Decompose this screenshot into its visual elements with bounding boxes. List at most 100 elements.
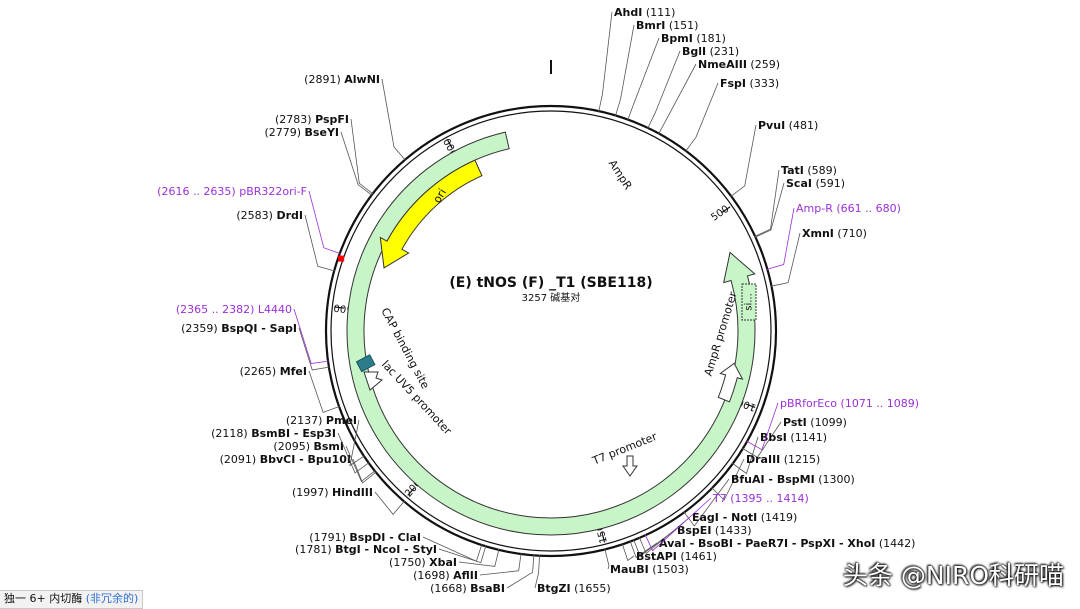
- enzyme-leader-line: [647, 50, 681, 130]
- primer-leader-line: [308, 190, 341, 255]
- feature-t7-promoter-arrow[interactable]: [622, 455, 638, 477]
- enzyme-site-mfei[interactable]: (2265) MfeI: [240, 365, 307, 378]
- enzyme-site-bgli[interactable]: BglI (231): [682, 45, 739, 58]
- enzyme-site-hindiii[interactable]: (1997) HindIII: [292, 486, 373, 499]
- enzyme-site-drdi[interactable]: (2583) DrdI: [236, 209, 303, 222]
- feature-cap-binding-site-box[interactable]: [355, 354, 376, 373]
- enzyme-name: BbvCI - Bpu10I: [260, 453, 351, 466]
- enzyme-site-alwni[interactable]: (2891) AlwNI: [304, 73, 380, 86]
- enzyme-leader-line: [683, 478, 730, 527]
- enzyme-site-aflii[interactable]: (1698) AflII: [413, 569, 478, 582]
- enzyme-position: (1442): [879, 537, 916, 550]
- enzyme-site-bpmi[interactable]: BpmI (181): [661, 32, 726, 45]
- enzyme-name: BspEI: [677, 524, 711, 537]
- primer-site-amp-r[interactable]: Amp-R (661 .. 680): [796, 202, 901, 215]
- enzyme-position: (1750): [389, 556, 426, 569]
- enzyme-site-maubi[interactable]: MauBI (1503): [610, 563, 689, 576]
- enzyme-site-scai[interactable]: ScaI (591): [786, 177, 845, 190]
- plasmid-title: (E) tNOS (F) _T1 (SBE118): [449, 275, 652, 291]
- enzyme-name: BtgZI: [537, 582, 571, 595]
- primer-site-pbrforeco[interactable]: pBRforEco (1071 .. 1089): [780, 397, 919, 410]
- enzyme-leader-line: [604, 548, 610, 570]
- feature-ampr-promoter-arrow[interactable]: [717, 362, 744, 403]
- feature-lac-uv5-promoter-arrow[interactable]: [363, 371, 384, 391]
- feature-si-box[interactable]: [741, 283, 757, 321]
- enzyme-position: (2095): [273, 440, 310, 453]
- enzyme-site-pspfi[interactable]: (2783) PspFI: [275, 113, 349, 126]
- plasmid-backbone-inner: [330, 110, 772, 552]
- enzyme-position: (1215): [784, 453, 821, 466]
- enzyme-position: (151): [669, 19, 699, 32]
- enzyme-site-bfuai-bspmi[interactable]: BfuAI - BspMI (1300): [731, 473, 855, 486]
- enzyme-position: (231): [710, 45, 740, 58]
- primer-site-t7[interactable]: T7 (1395 .. 1414): [712, 492, 809, 505]
- enzyme-leader-line: [352, 458, 377, 484]
- enzyme-site-psti[interactable]: PstI (1099): [783, 416, 847, 429]
- enzyme-site-avai-bsobi-paer7i-pspxi-xhoi[interactable]: AvaI - BsoBI - PaeR7I - PspXI - XhoI (14…: [659, 537, 915, 550]
- site-label-layer: AhdI (111)BmrI (151)BpmI (181)BglI (231)…: [157, 6, 919, 595]
- enzyme-site-xbai[interactable]: (1750) XbaI: [389, 556, 457, 569]
- enzyme-name: BsmBI - Esp3I: [251, 427, 336, 440]
- plasmid-backbone: [324, 104, 778, 558]
- enzyme-site-bstapi[interactable]: BstAPI (1461): [636, 550, 717, 563]
- enzyme-leader-line: [684, 82, 719, 152]
- enzyme-site-ahdi[interactable]: AhdI (111): [614, 6, 675, 19]
- enzyme-site-draiii[interactable]: DraIII (1215): [746, 453, 820, 466]
- enzyme-site-fspi[interactable]: FspI (333): [720, 77, 779, 90]
- enzyme-site-pmei[interactable]: (2137) PmeI: [286, 414, 357, 427]
- enzyme-leader-line: [340, 131, 373, 197]
- enzyme-position: (591): [815, 177, 845, 190]
- enzyme-position: (111): [646, 6, 676, 19]
- enzyme-site-btgi-ncoi-styi[interactable]: (1781) BtgI - NcoI - StyI: [295, 543, 437, 556]
- enzyme-position: (259): [750, 58, 780, 71]
- enzyme-leader-line: [349, 419, 366, 467]
- enzyme-position: (333): [750, 77, 780, 90]
- enzyme-position: (2359): [181, 322, 218, 335]
- enzyme-name: BmrI: [636, 19, 665, 32]
- status-bar[interactable]: 独一 6+ 内切酶 (非冗余的): [0, 590, 144, 609]
- enzyme-name: BtgI - NcoI - StyI: [335, 543, 437, 556]
- primer-range: (2616 .. 2635): [157, 185, 236, 198]
- enzyme-site-bsmi[interactable]: (2095) BsmI: [273, 440, 344, 453]
- enzyme-site-bspqi-sapi[interactable]: (2359) BspQI - SapI: [181, 322, 297, 335]
- feature-ori-arrow[interactable]: [379, 159, 483, 269]
- enzyme-site-nmeaiii[interactable]: NmeAIII (259): [698, 58, 780, 71]
- enzyme-site-tati[interactable]: TatI (589): [781, 164, 837, 177]
- primer-site-pbr322ori-f[interactable]: (2616 .. 2635) pBR322ori-F: [157, 185, 307, 198]
- enzyme-site-bbsi[interactable]: BbsI (1141): [760, 431, 827, 444]
- selection-marker: [338, 255, 345, 262]
- enzyme-site-bsmbi-esp3i[interactable]: (2118) BsmBI - Esp3I: [211, 427, 336, 440]
- enzyme-name: BspDI - ClaI: [349, 531, 421, 544]
- status-nonredundant-link[interactable]: (非冗余的): [85, 592, 139, 605]
- enzyme-position: (710): [837, 227, 867, 240]
- enzyme-site-bspei[interactable]: BspEI (1433): [677, 524, 752, 537]
- enzyme-site-xmni[interactable]: XmnI (710): [802, 227, 867, 240]
- enzyme-site-eagi-noti[interactable]: EagI - NotI (1419): [692, 511, 797, 524]
- enzyme-name: PspFI: [315, 113, 349, 126]
- primer-site-l4440[interactable]: (2365 .. 2382) L4440: [176, 303, 292, 316]
- enzyme-name: NmeAIII: [698, 58, 747, 71]
- enzyme-name: ScaI: [786, 177, 812, 190]
- enzyme-site-pvui[interactable]: PvuI (481): [758, 119, 818, 132]
- enzyme-name: PmeI: [326, 414, 357, 427]
- enzyme-site-bbvci-bpu10i[interactable]: (2091) BbvCI - Bpu10I: [220, 453, 351, 466]
- enzyme-site-bmri[interactable]: BmrI (151): [636, 19, 698, 32]
- enzyme-name: FspI: [720, 77, 746, 90]
- primer-range: (1071 .. 1089): [841, 397, 920, 410]
- enzyme-name: BbsI: [760, 431, 787, 444]
- enzyme-position: (2783): [275, 113, 312, 126]
- enzyme-site-bspdi-clai[interactable]: (1791) BspDI - ClaI: [309, 531, 421, 544]
- enzyme-position: (1997): [292, 486, 329, 499]
- enzyme-name: BsaBI: [470, 582, 505, 595]
- tick-label: 500: [709, 204, 731, 224]
- enzyme-site-bseyi[interactable]: (2779) BseYI: [264, 126, 339, 139]
- enzyme-position: (2583): [236, 209, 273, 222]
- enzyme-name: MfeI: [280, 365, 307, 378]
- enzyme-name: HindIII: [332, 486, 373, 499]
- feature-ampr-arrow[interactable]: [346, 131, 756, 536]
- plasmid-size: 3257 碱基对: [522, 291, 581, 304]
- enzyme-site-btgzi[interactable]: BtgZI (1655): [537, 582, 611, 595]
- enzyme-position: (1503): [652, 563, 689, 576]
- enzyme-site-bsabi[interactable]: (1668) BsaBI: [430, 582, 505, 595]
